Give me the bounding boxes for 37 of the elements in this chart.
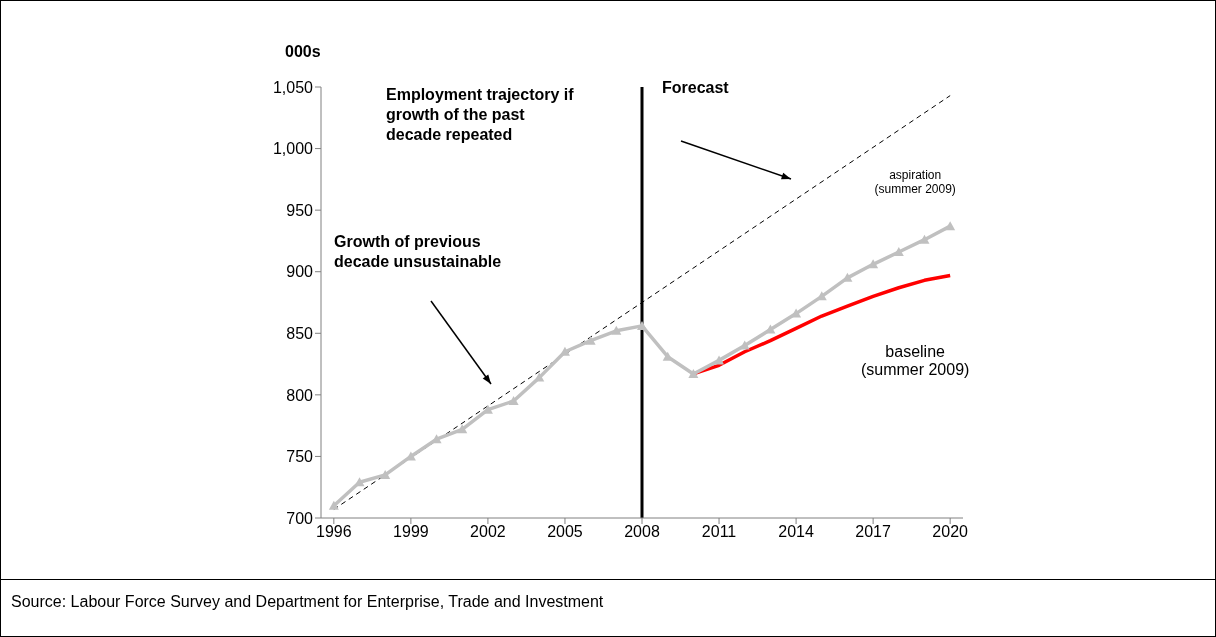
- y-tick-label: 1,000: [272, 140, 314, 158]
- x-tick-label: 1999: [393, 523, 429, 541]
- x-tick-label: 2014: [778, 523, 814, 541]
- ref-line-label: Forecast: [662, 79, 730, 96]
- x-tick-label: 1996: [316, 523, 352, 541]
- x-tick-label: 2008: [624, 523, 660, 541]
- y-axis-title: 000s: [285, 43, 321, 61]
- point: [380, 469, 391, 479]
- point: [508, 396, 519, 406]
- text: aspiration (summer 2009): [873, 168, 957, 197]
- point: [791, 308, 802, 318]
- annotation: Growth of previous decade unsustainable: [334, 232, 503, 272]
- y-tick-label: 800: [286, 386, 314, 404]
- point: [457, 424, 468, 434]
- point: [328, 500, 339, 510]
- text: baseline (summer 2009): [859, 343, 971, 380]
- y-tick-label: 750: [286, 448, 314, 466]
- y-tick-label: 850: [286, 324, 314, 342]
- point: [868, 259, 879, 269]
- y-tick-label: 900: [286, 263, 314, 281]
- annotation: Employment trajectory if growth of the past decade repeated: [386, 85, 575, 145]
- point: [585, 335, 596, 345]
- source-note: Source: Labour Force Survey and Department for Enterprise, Trade and Investment: [11, 592, 605, 612]
- x-tick-label: 2011: [701, 523, 737, 541]
- x-tick-label: 2002: [470, 523, 506, 541]
- y-tick-label: 700: [286, 509, 314, 527]
- point: [945, 221, 956, 231]
- y-tick-label: 950: [286, 201, 314, 219]
- x-tick-label: 2017: [855, 523, 892, 541]
- point: [688, 368, 699, 378]
- point: [714, 355, 725, 365]
- x-tick-label: 2005: [547, 523, 583, 541]
- point: [611, 325, 622, 335]
- point: [919, 234, 930, 244]
- point: [637, 320, 647, 330]
- x-tick-label: 2020: [932, 523, 969, 541]
- y-tick-label: 1,050: [272, 78, 314, 96]
